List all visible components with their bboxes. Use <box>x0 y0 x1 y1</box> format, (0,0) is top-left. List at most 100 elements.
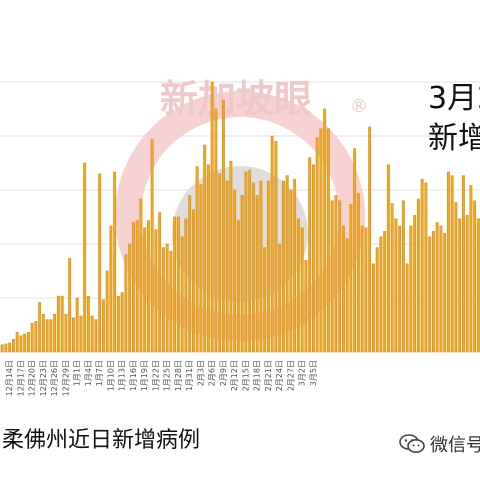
x-tick-label-7: 1月4日 <box>84 360 93 386</box>
bar-79 <box>296 218 300 353</box>
bar-70 <box>263 247 267 353</box>
bar-23 <box>86 295 90 353</box>
x-tick-label-16: 1月31日 <box>185 360 194 391</box>
bar-57 <box>214 108 218 353</box>
watermark-registered-mark: ® <box>350 96 368 117</box>
x-tick-label-5: 12月29日 <box>61 360 70 396</box>
bar-29 <box>109 225 113 353</box>
x-tick-label-9: 1月10日 <box>106 360 115 391</box>
bar-80 <box>300 227 304 353</box>
bar-97 <box>364 227 368 353</box>
bar-127 <box>476 218 480 353</box>
bar-3 <box>11 339 15 353</box>
bar-49 <box>184 218 188 353</box>
bar-59 <box>221 99 225 353</box>
bar-88 <box>330 200 334 353</box>
bar-41 <box>154 229 158 353</box>
bar-39 <box>146 220 150 353</box>
bar-76 <box>285 175 289 353</box>
bar-103 <box>386 164 390 353</box>
x-tick-label-19: 2月9日 <box>219 360 228 386</box>
bar-11 <box>41 313 45 353</box>
bar-33 <box>124 254 128 353</box>
bar-61 <box>229 160 233 353</box>
bar-21 <box>79 315 83 353</box>
watermark-text: 新加坡眼 <box>160 77 312 121</box>
bar-99 <box>371 263 375 353</box>
bar-1 <box>4 343 8 353</box>
bar-74 <box>278 243 282 353</box>
bar-46 <box>173 216 177 353</box>
bar-101 <box>379 236 383 353</box>
bar-8 <box>30 322 34 353</box>
bar-10 <box>38 302 42 353</box>
bar-30 <box>113 171 117 353</box>
bar-66 <box>248 169 252 353</box>
x-tick-label-11: 1月16日 <box>129 360 138 391</box>
bar-75 <box>281 180 285 353</box>
bar-92 <box>345 238 349 353</box>
bar-27 <box>101 299 105 353</box>
bar-45 <box>169 250 173 353</box>
bar-123 <box>461 175 465 353</box>
bar-32 <box>120 292 124 353</box>
bar-96 <box>360 225 364 353</box>
bar-126 <box>473 200 477 353</box>
bar-25 <box>94 319 98 353</box>
bar-48 <box>180 236 184 353</box>
bar-51 <box>191 209 195 353</box>
x-tick-label-18: 2月6日 <box>208 360 217 386</box>
bar-53 <box>199 184 203 353</box>
bar-105 <box>394 218 398 353</box>
x-tick-label-10: 1月13日 <box>118 360 127 391</box>
bar-4 <box>15 331 19 353</box>
bar-55 <box>206 164 210 353</box>
bar-113 <box>424 182 428 353</box>
bar-24 <box>90 315 94 353</box>
bar-17 <box>64 313 68 353</box>
bar-115 <box>431 231 435 353</box>
bar-40 <box>150 139 154 353</box>
bar-104 <box>390 203 394 353</box>
bar-86 <box>323 108 327 353</box>
bar-72 <box>270 135 274 353</box>
x-tick-label-17: 2月3日 <box>196 360 205 386</box>
bar-124 <box>465 214 469 353</box>
bar-91 <box>341 225 345 353</box>
x-tick-label-14: 1月25日 <box>163 360 172 391</box>
x-tick-label-26: 3月2日 <box>298 360 307 386</box>
bar-19 <box>71 317 75 353</box>
bar-98 <box>368 126 372 353</box>
x-tick-label-24: 2月24日 <box>275 360 284 391</box>
bar-125 <box>469 185 473 353</box>
x-tick-label-6: 1月1日 <box>73 360 82 386</box>
bar-81 <box>304 259 308 353</box>
x-tick-label-13: 1月22日 <box>151 360 160 391</box>
bar-78 <box>293 178 297 353</box>
bar-77 <box>289 189 293 353</box>
bar-20 <box>75 297 79 353</box>
bar-44 <box>165 243 169 353</box>
x-tick-label-0: 12月14日 <box>5 360 14 396</box>
bar-63 <box>236 220 240 353</box>
bar-111 <box>416 198 420 353</box>
x-tick-label-2: 12月20日 <box>28 360 37 396</box>
bar-109 <box>409 225 413 353</box>
bar-62 <box>233 189 237 353</box>
bar-14 <box>53 313 57 353</box>
bar-38 <box>143 227 147 353</box>
x-tick-label-21: 2月15日 <box>241 360 250 391</box>
bar-35 <box>131 222 135 353</box>
bar-0 <box>0 344 4 353</box>
bar-68 <box>255 195 259 353</box>
x-tick-label-20: 2月12日 <box>230 360 239 391</box>
bar-121 <box>454 202 458 353</box>
bar-83 <box>311 164 315 353</box>
bar-102 <box>383 231 387 353</box>
bar-120 <box>450 175 454 353</box>
bar-36 <box>135 220 139 353</box>
bar-90 <box>338 200 342 353</box>
bar-2 <box>8 342 12 353</box>
bar-82 <box>308 157 312 353</box>
